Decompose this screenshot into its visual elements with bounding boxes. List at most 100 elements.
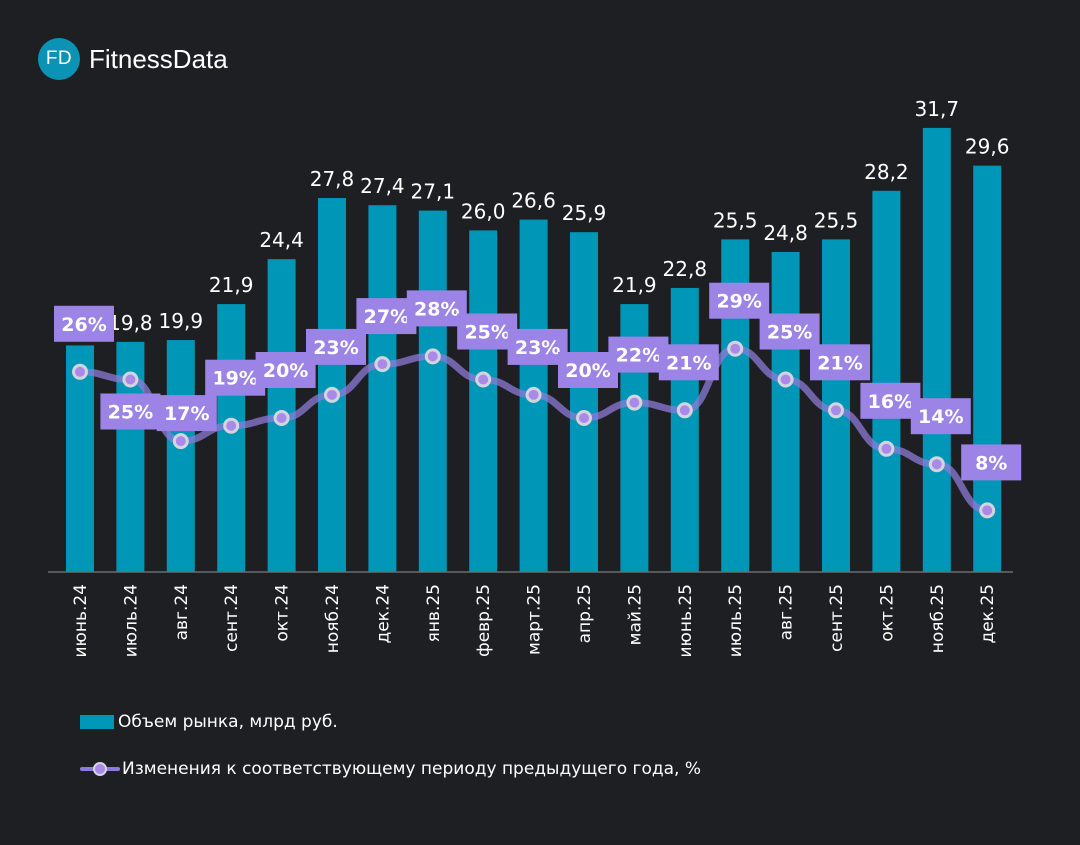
bar-value-label: 21,9 (612, 273, 657, 297)
bar-swatch-icon (80, 715, 114, 729)
pct-label-text: 23% (313, 337, 358, 359)
pct-label-text: 21% (666, 352, 711, 374)
x-tick-label: нояб.24 (323, 584, 343, 653)
pct-label: 21% (810, 344, 870, 381)
bar-value-label: 19,8 (108, 311, 153, 335)
pct-label-box (457, 313, 518, 350)
bar-value-label: 27,8 (310, 167, 355, 191)
bar-value-label: 27,4 (360, 174, 405, 198)
pct-marker (475, 371, 492, 388)
legend-item-pct-change: Изменения к соответствующему периоду пре… (80, 759, 701, 779)
x-tick-label: июль.25 (726, 584, 746, 657)
bar-value-label: 19,9 (159, 309, 204, 333)
pct-label-box (406, 290, 467, 327)
pct-label: 29% (709, 282, 770, 319)
pct-label-text: 20% (565, 360, 610, 382)
bar (368, 205, 397, 572)
x-tick-label: апр.25 (575, 584, 595, 643)
bar-value-label: 24,8 (763, 221, 808, 245)
x-tick-label: нояб.25 (928, 584, 948, 653)
pct-label-text: 17% (164, 403, 209, 425)
pct-label-text: 8% (975, 452, 1007, 474)
x-tick-label: сент.25 (827, 584, 847, 652)
bar-value-label: 25,5 (713, 208, 758, 232)
pct-label: 20% (558, 352, 618, 388)
pct-label: 20% (255, 352, 316, 388)
pct-label-text: 25% (108, 402, 153, 424)
pct-label: 22% (608, 336, 669, 373)
bar (166, 340, 195, 572)
pct-label-box (255, 352, 316, 388)
pct-label: 28% (406, 290, 467, 327)
bar-value-label: 26,6 (511, 189, 556, 213)
x-tick-label: июнь.25 (676, 584, 696, 658)
bar (670, 287, 699, 572)
pct-label-text: 22% (616, 345, 661, 367)
pct-label-text: 25% (767, 322, 812, 344)
pct-label: 17% (156, 395, 217, 432)
pct-label-box (100, 393, 161, 430)
pct-marker (273, 410, 290, 426)
pct-label-box (658, 344, 719, 381)
pct-label: 23% (507, 328, 568, 365)
pct-marker (424, 348, 441, 365)
pct-marker (122, 371, 139, 388)
pct-label-text: 14% (918, 406, 963, 428)
pct-label-text: 28% (414, 298, 459, 320)
bar (872, 190, 901, 572)
pct-label-box (156, 395, 217, 432)
x-tick-label: май.25 (625, 584, 645, 645)
pct-marker (777, 371, 794, 388)
pct-label-box (608, 336, 669, 373)
pct-label-box (759, 313, 820, 350)
x-tick-label: окт.25 (877, 584, 897, 642)
pct-label-text: 27% (364, 306, 409, 328)
pct-label: 16% (860, 382, 921, 419)
brand-name: FitnessData (89, 43, 228, 74)
bar (570, 232, 598, 573)
bar (66, 345, 94, 572)
pct-label-text: 21% (817, 352, 862, 374)
bar-value-label: 25,9 (562, 201, 607, 225)
pct-label: 23% (306, 328, 366, 365)
pct-label: 27% (356, 298, 417, 335)
pct-marker (223, 417, 240, 434)
pct-marker (172, 433, 189, 450)
pct-marker (626, 394, 643, 411)
pct-marker (727, 340, 744, 357)
bar (469, 230, 498, 572)
pct-markers (72, 340, 996, 519)
bar-value-label: 25,5 (814, 208, 859, 232)
legend-label-market-volume: Объем рынка, млрд руб. (118, 712, 338, 732)
pct-marker (828, 402, 844, 419)
bar-value-label: 26,0 (461, 199, 506, 223)
pct-marker (324, 386, 340, 403)
x-tick-label: сент.24 (222, 584, 242, 652)
pct-label-text: 16% (868, 391, 913, 413)
pct-marker (979, 502, 996, 519)
x-tick-label: окт.24 (273, 584, 293, 642)
pct-label: 26% (54, 305, 114, 342)
x-tick-label: март.25 (525, 584, 545, 655)
pct-marker (878, 440, 895, 457)
pct-label-text: 19% (212, 368, 257, 390)
x-axis-tick-labels: июнь.24 июль.24 авг.24 сент.24 окт.24 нояб.24… (71, 584, 998, 658)
pct-label-box (910, 398, 971, 435)
x-tick-label: янв.25 (424, 584, 444, 642)
pct-marker (374, 356, 391, 373)
pct-marker (576, 410, 592, 426)
bar (418, 210, 447, 573)
bar-value-label: 21,9 (209, 273, 254, 297)
pct-marker (676, 402, 693, 419)
bar-value-label: 22,8 (663, 257, 708, 281)
x-tick-label: февр.25 (474, 584, 494, 657)
brand-logo: FD FitnessData (38, 38, 228, 80)
x-tick-label: июль.24 (121, 584, 141, 657)
x-tick-label: авг.24 (172, 584, 192, 640)
pct-label-box (306, 328, 366, 365)
bar-value-label: 31,7 (915, 97, 960, 121)
x-tick-label: авг.25 (777, 584, 797, 640)
pct-label-box (961, 444, 1022, 481)
pct-label-box (709, 282, 770, 319)
pct-label-text: 29% (716, 291, 761, 313)
